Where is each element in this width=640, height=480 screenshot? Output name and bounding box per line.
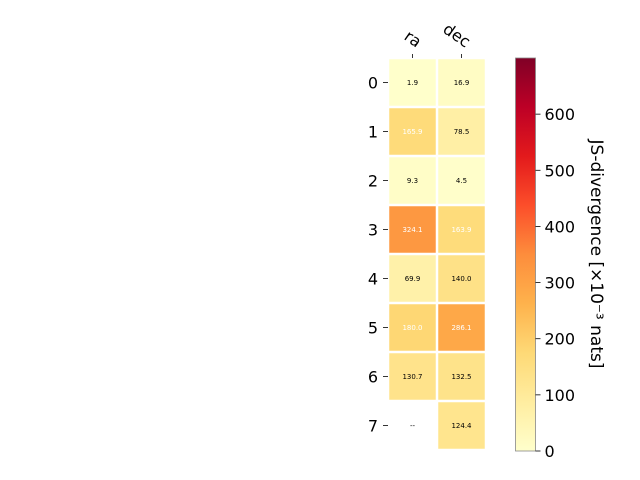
heatmap-cell <box>438 108 485 155</box>
cell-value-label: 132.5 <box>451 373 471 381</box>
heatmap-cells: 1.9 16.9 165.9 78.5 9.3 4.5 324.1 163.9 69.9 140.… <box>389 59 485 449</box>
colorbar: 0 100 200 300 400 500 600 JS-divergence [×10⁻³… <box>515 57 606 461</box>
heatmap-cell <box>389 108 436 155</box>
row-label: 5 <box>368 319 378 338</box>
heatmap-cell <box>438 59 485 106</box>
row-label: 2 <box>368 172 378 191</box>
heatmap-cell <box>389 255 436 302</box>
row-label: 6 <box>368 368 378 387</box>
column-label: dec <box>440 19 474 51</box>
cell-value-label: 165.9 <box>402 128 422 136</box>
colorbar-ticks: 0 100 200 300 400 500 600 <box>535 105 576 461</box>
row-label: 3 <box>368 221 378 240</box>
cell-value-label: 1.9 <box>407 79 418 87</box>
cell-value-label: 286.1 <box>451 324 471 332</box>
colorbar-tick-label: 100 <box>545 386 576 405</box>
colorbar-tick-label: 0 <box>545 442 555 461</box>
cell-value-label: 163.9 <box>451 226 471 234</box>
cell-value-label: 78.5 <box>454 128 470 136</box>
heatmap-cell <box>389 353 436 400</box>
cell-value-label: 4.5 <box>456 177 467 185</box>
cell-value-label: 180.0 <box>402 324 422 332</box>
colorbar-gradient <box>515 57 536 452</box>
cell-value-label: -- <box>410 422 416 430</box>
row-label: 1 <box>368 123 378 142</box>
colorbar-label: JS-divergence [×10⁻³ nats] <box>586 139 606 369</box>
heatmap-cell <box>438 255 485 302</box>
cell-value-label: 124.4 <box>451 422 472 430</box>
cell-value-label: 140.0 <box>451 275 471 283</box>
cell-value-label: 9.3 <box>407 177 418 185</box>
column-label: ra <box>401 26 425 51</box>
colorbar-tick-label: 600 <box>545 105 576 124</box>
cell-value-label: 16.9 <box>454 79 470 87</box>
colorbar-tick-label: 400 <box>545 217 576 236</box>
heatmap-cell <box>438 402 485 449</box>
cell-value-label: 130.7 <box>402 373 422 381</box>
heatmap-cell <box>389 206 436 253</box>
heatmap-cell <box>389 402 436 449</box>
heatmap-cell <box>438 206 485 253</box>
cell-value-label: 324.1 <box>402 226 422 234</box>
row-label: 0 <box>368 74 378 93</box>
colorbar-tick-label: 500 <box>545 161 576 180</box>
heatmap-cell <box>389 59 436 106</box>
heatmap-cell <box>389 304 436 351</box>
heatmap-cell <box>438 304 485 351</box>
row-label: 4 <box>368 270 378 289</box>
heatmap-cell <box>438 157 485 204</box>
cell-value-label: 69.9 <box>405 275 421 283</box>
heatmap-cell <box>389 157 436 204</box>
colorbar-tick-label: 200 <box>545 330 576 349</box>
row-label: 7 <box>368 417 378 436</box>
heatmap-cell <box>438 353 485 400</box>
colorbar-tick-label: 300 <box>545 274 576 293</box>
